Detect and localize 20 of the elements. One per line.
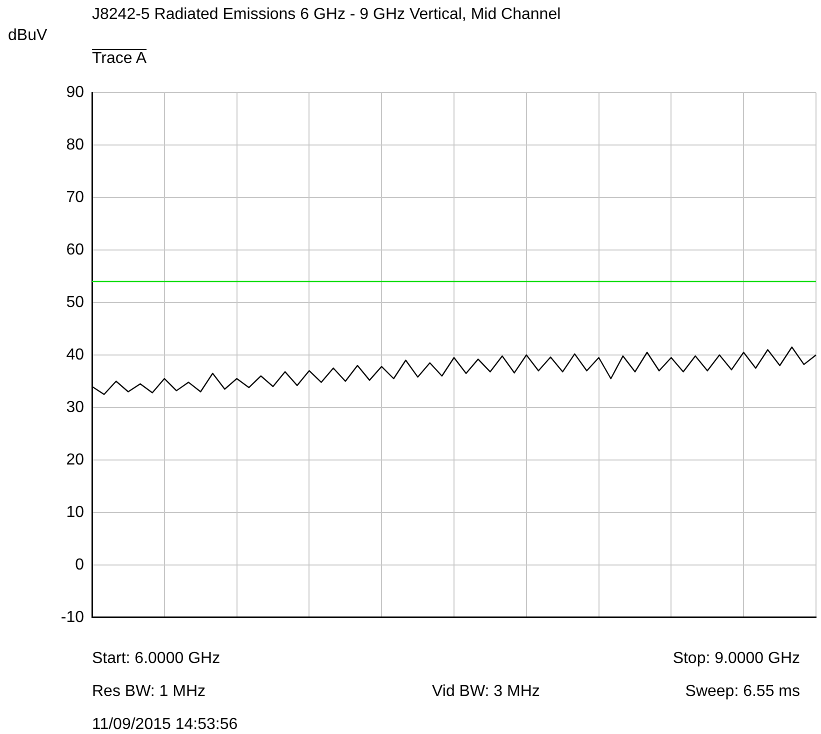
text: 11/09/2015 14:53:56	[92, 716, 238, 734]
text: Sweep: 6.55 ms	[685, 683, 800, 701]
chart-title: J8242-5 Radiated Emissions 6 GHz - 9 GHz Vertical, Mid Channel	[92, 6, 561, 24]
text: Vid BW: 3 MHz	[432, 683, 540, 701]
y-axis-title: dBuV	[8, 27, 48, 45]
y-tick-label: 0	[75, 556, 84, 574]
chart-subtitle: Trace A	[92, 50, 147, 68]
text: Start: 6.0000 GHz	[92, 650, 220, 668]
y-tick-label: 30	[66, 398, 84, 416]
y-tick-label: 40	[66, 346, 84, 364]
y-tick-label: 80	[66, 136, 84, 154]
y-tick-label: 60	[66, 241, 84, 258]
y-tick-label: -10	[60, 608, 84, 626]
text: Res BW: 1 MHz	[92, 683, 206, 701]
y-tick-label: 10	[66, 504, 84, 521]
y-tick-label: 90	[66, 84, 84, 102]
text: Stop: 9.0000 GHz	[672, 650, 800, 668]
y-tick-label: 70	[66, 188, 84, 206]
y-tick-label: 20	[66, 451, 84, 468]
y-tick-label: 50	[66, 294, 84, 311]
